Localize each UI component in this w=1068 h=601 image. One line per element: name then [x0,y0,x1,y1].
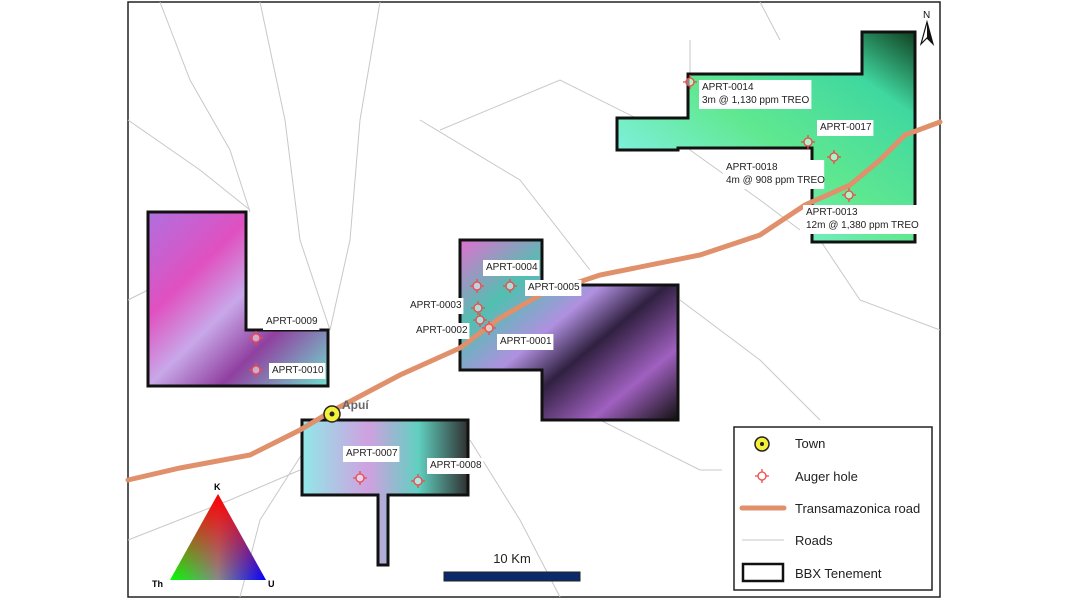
auger-hole-aprt-0014[interactable]: APRT-0014 3m @ 1,130 ppm TREO [683,75,812,109]
legend: Town Auger hole Transamazonica road Road… [733,426,933,591]
minor-roads [127,1,941,598]
tenement-west [146,210,330,388]
hole-id-label: APRT-0003 [410,300,462,311]
auger-hole-aprt-0005[interactable]: APRT-0005 [470,279,582,296]
hole-result-label: 3m @ 1,130 ppm TREO [702,95,809,106]
north-arrow: N [919,10,935,47]
hole-id-label: APRT-0017 [820,122,872,133]
auger-hole-aprt-0009[interactable]: APRT-0009 [249,314,320,345]
hole-id-label: APRT-0010 [272,365,324,376]
auger-hole-aprt-0008[interactable]: APRT-0008 [411,458,484,488]
auger-hole-aprt-0002[interactable]: APRT-0002 [413,313,487,339]
hole-id-label: APRT-0014 [702,82,754,93]
auger-hole-icon [755,469,769,483]
svg-text:Town: Town [795,436,825,451]
hole-id-label: APRT-0005 [528,282,580,293]
svg-text:BBX Tenement: BBX Tenement [795,566,882,581]
svg-text:Transamazonica road: Transamazonica road [795,501,920,516]
svg-text:K: K [214,482,221,492]
auger-hole-aprt-0001[interactable]: APRT-0001 [482,321,554,350]
scale-label: 10 Km [493,551,531,566]
hole-result-label: 4m @ 908 ppm TREO [726,175,825,186]
hole-id-label: APRT-0001 [500,336,552,347]
auger-holes: APRT-0014 3m @ 1,130 ppm TREO APRT-0017 APR… [249,75,921,488]
auger-hole-aprt-0003[interactable]: APRT-0003 [407,298,485,315]
svg-text:U: U [268,579,275,589]
svg-text:Roads: Roads [795,533,833,548]
hole-id-label: APRT-0018 [726,162,778,173]
auger-hole-aprt-0017[interactable]: APRT-0017 [801,120,874,149]
hole-id-label: APRT-0002 [416,325,468,336]
ternary-legend: K Th U [152,482,275,589]
town-label: Apuí [342,398,369,412]
svg-text:Auger hole: Auger hole [795,469,858,484]
auger-hole-aprt-0007[interactable]: APRT-0007 [343,446,400,485]
auger-hole-aprt-0010[interactable]: APRT-0010 [249,363,326,379]
town-apui[interactable]: Apuí [323,398,369,423]
auger-hole-aprt-0018[interactable]: APRT-0018 4m @ 908 ppm TREO [723,150,841,189]
north-label: N [923,10,930,21]
hole-id-label: APRT-0013 [806,207,858,218]
hole-id-label: APRT-0008 [430,460,482,471]
hole-id-label: APRT-0004 [486,262,538,273]
auger-hole-aprt-0004[interactable]: APRT-0004 [483,260,540,293]
auger-hole-aprt-0013[interactable]: APRT-0013 12m @ 1,380 ppm TREO [803,188,921,234]
hole-id-label: APRT-0009 [266,316,318,327]
hole-id-label: APRT-0007 [346,448,398,459]
hole-result-label: 12m @ 1,380 ppm TREO [806,220,919,231]
scale-bar: 10 Km [443,551,581,582]
svg-text:Th: Th [152,579,163,589]
